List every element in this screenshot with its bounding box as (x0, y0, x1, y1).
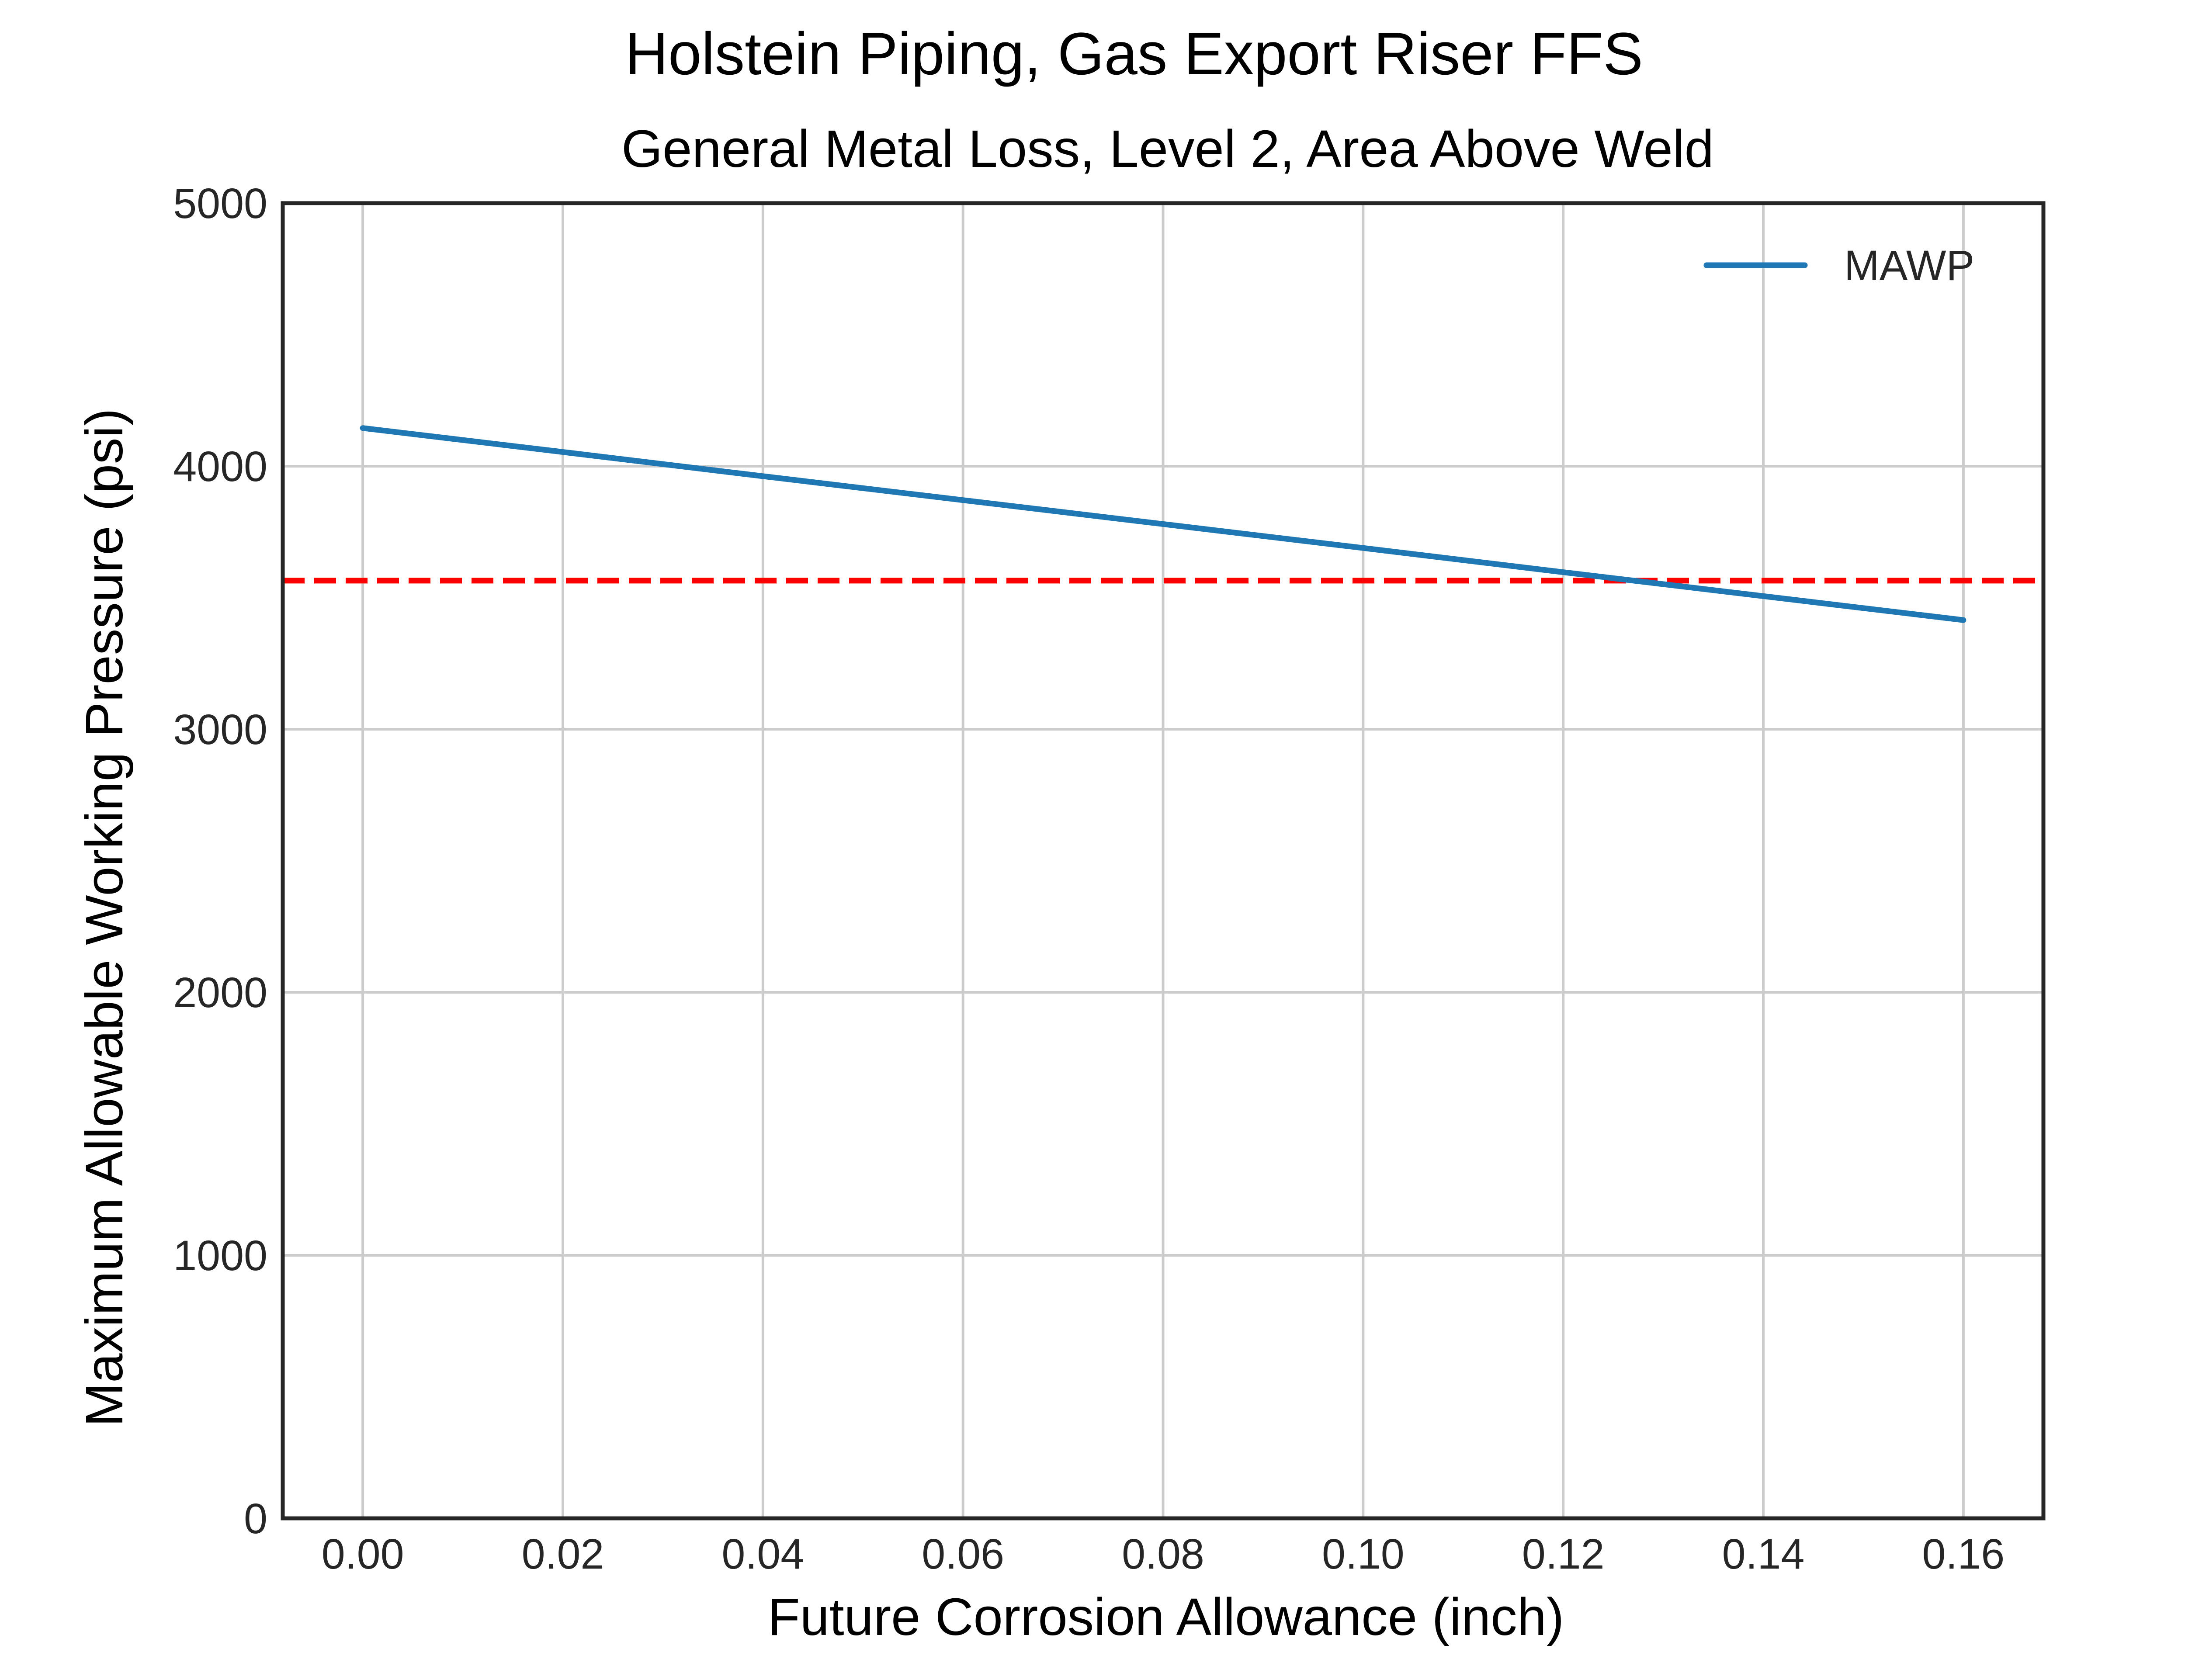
y-axis-label: Maximum Allowable Working Pressure (psi) (74, 408, 134, 1427)
legend: MAWP (1703, 242, 1974, 289)
x-tick-label: 0.10 (1322, 1530, 1405, 1578)
series-lines (360, 425, 1966, 623)
series-line-mawp (360, 425, 1966, 623)
y-tick-label: 1000 (173, 1232, 267, 1279)
x-tick-label: 0.02 (522, 1530, 604, 1578)
y-tick-label: 4000 (173, 443, 267, 490)
plot-frame (281, 201, 2046, 1521)
chart-title: Holstein Piping, Gas Export Riser FFS (625, 21, 1643, 87)
x-tick-label: 0.08 (1122, 1530, 1204, 1578)
x-tick-label: 0.00 (322, 1530, 404, 1578)
x-axis-label: Future Corrosion Allowance (inch) (768, 1587, 1564, 1646)
x-tick-label: 0.04 (721, 1530, 804, 1578)
y-tick-label: 0 (244, 1495, 267, 1542)
y-tick-label: 2000 (173, 969, 267, 1016)
grid-lines (283, 202, 2043, 1520)
x-tick-label: 0.16 (1922, 1530, 2005, 1578)
x-tick-label: 0.06 (922, 1530, 1004, 1578)
chart-subtitle: General Metal Loss, Level 2, Area Above … (621, 119, 1714, 178)
x-tick-label: 0.12 (1522, 1530, 1605, 1578)
x-tick-label: 0.14 (1722, 1530, 1805, 1578)
y-tick-label: 5000 (173, 180, 267, 227)
y-tick-labels: 0 1000 2000 3000 4000 5000 (173, 180, 267, 1542)
legend-label: MAWP (1844, 242, 1974, 289)
y-tick-label: 3000 (173, 706, 267, 753)
x-tick-labels: 0.00 0.02 0.04 0.06 0.08 0.10 0.12 0.14 0.16 (322, 1530, 2005, 1578)
